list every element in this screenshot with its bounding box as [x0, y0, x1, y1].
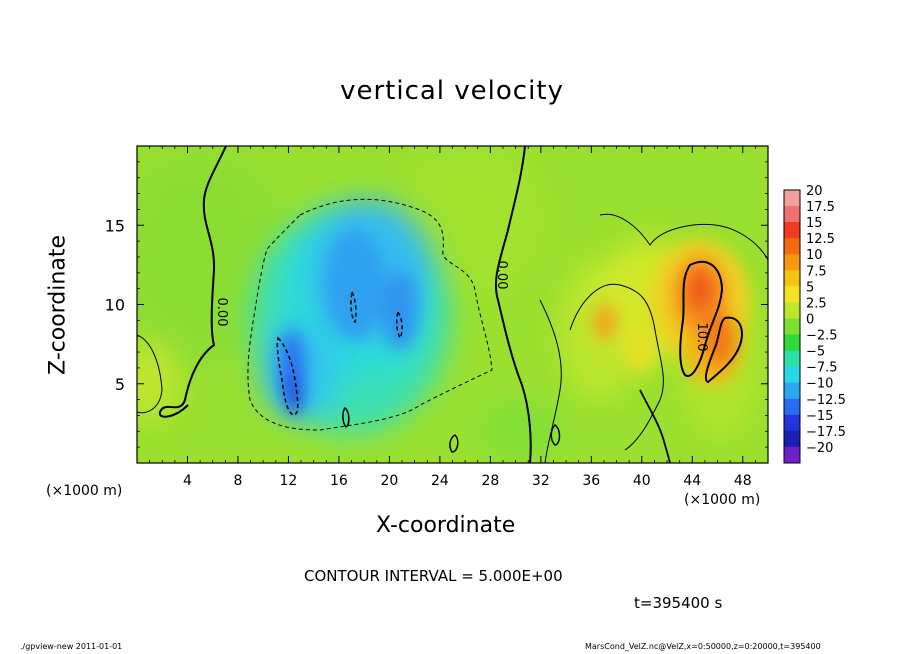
colorbar-swatch	[784, 334, 800, 352]
colorbar-swatch	[784, 430, 800, 448]
colorbar-swatch	[784, 382, 800, 400]
colorbar-label: 0	[806, 312, 814, 327]
y-tick-label: 5	[115, 375, 125, 394]
contour-label: 10.0	[694, 323, 709, 352]
x-axis-ticks: 4 8 12 16 20 24 28 32 36 40 44 48	[149, 146, 756, 489]
time-label: t=395400 s	[634, 594, 723, 612]
x-tick-label: 36	[582, 473, 600, 489]
colorbar-swatch	[784, 446, 800, 464]
colorbar-label: 7.5	[806, 264, 827, 279]
contour-interval-text: CONTOUR INTERVAL = 5.000E+00	[304, 567, 563, 585]
colorbar-label: −17.5	[806, 425, 846, 440]
colorbar-swatch	[784, 318, 800, 336]
contour-labels: 0.00 0.00 10.0	[214, 261, 709, 352]
colorbar-swatch	[784, 302, 800, 319]
footer-left-text: ./gpview-new 2011-01-01	[20, 642, 123, 651]
colorbar-frame	[783, 189, 801, 464]
x-unit-label-right: (×1000 m)	[684, 492, 761, 508]
colorbar-label: 10	[806, 248, 823, 263]
footer-right-text: MarsCond_VelZ.nc@VelZ,x=0:50000,z=0:2000…	[585, 642, 821, 651]
heatmap-field	[137, 146, 768, 463]
colorbar-label: −2.5	[806, 329, 838, 344]
x-tick-label: 24	[431, 473, 449, 489]
colorbar-label: 12.5	[806, 232, 835, 247]
colorbar-label: 5	[806, 280, 814, 295]
x-tick-label: 28	[481, 473, 499, 489]
colorbar-swatch	[784, 254, 800, 271]
x-tick-label: 40	[633, 473, 651, 489]
x-unit-label-left: (×1000 m)	[46, 483, 123, 499]
contour-label: 0.00	[214, 298, 229, 327]
colorbar-swatch	[784, 286, 800, 303]
contour-lines	[137, 146, 768, 463]
x-tick-label: 44	[683, 473, 701, 489]
colorbar-swatch	[784, 222, 800, 239]
x-tick-label: 4	[183, 473, 192, 489]
colorbar-label: −10	[806, 377, 833, 392]
x-tick-label: 8	[233, 473, 242, 489]
colorbar-swatch	[784, 350, 800, 368]
colorbar-swatch	[784, 206, 800, 223]
colorbar-label: −7.5	[806, 361, 838, 376]
x-tick-label: 16	[330, 473, 348, 489]
colorbar-swatch	[784, 366, 800, 384]
colorbar-label: 20	[806, 184, 823, 199]
y-tick-label: 15	[105, 216, 125, 235]
x-tick-label: 20	[380, 473, 398, 489]
x-tick-label: 32	[532, 473, 550, 489]
colorbar-swatch	[784, 190, 800, 207]
chart-title: vertical velocity	[340, 76, 564, 106]
colorbar-label: −15	[806, 409, 833, 424]
colorbar-swatch	[784, 270, 800, 287]
y-tick-label: 10	[105, 296, 125, 315]
colorbar-label: 2.5	[806, 296, 827, 311]
x-axis-label: X-coordinate	[376, 513, 516, 538]
colorbar-swatch	[784, 414, 800, 432]
colorbar-swatch	[784, 238, 800, 255]
colorbar-label: 17.5	[806, 200, 835, 215]
y-axis-ticks: 5 10 15	[105, 161, 768, 448]
colorbar-label: −12.5	[806, 393, 846, 408]
contour-label: 0.00	[494, 261, 509, 290]
colorbar-swatch	[784, 398, 800, 416]
colorbar-label: 15	[806, 216, 823, 231]
x-tick-label: 12	[280, 473, 298, 489]
colorbar-label: −20	[806, 441, 833, 456]
colorbar-label: −5	[806, 345, 825, 360]
x-tick-label: 48	[734, 473, 752, 489]
